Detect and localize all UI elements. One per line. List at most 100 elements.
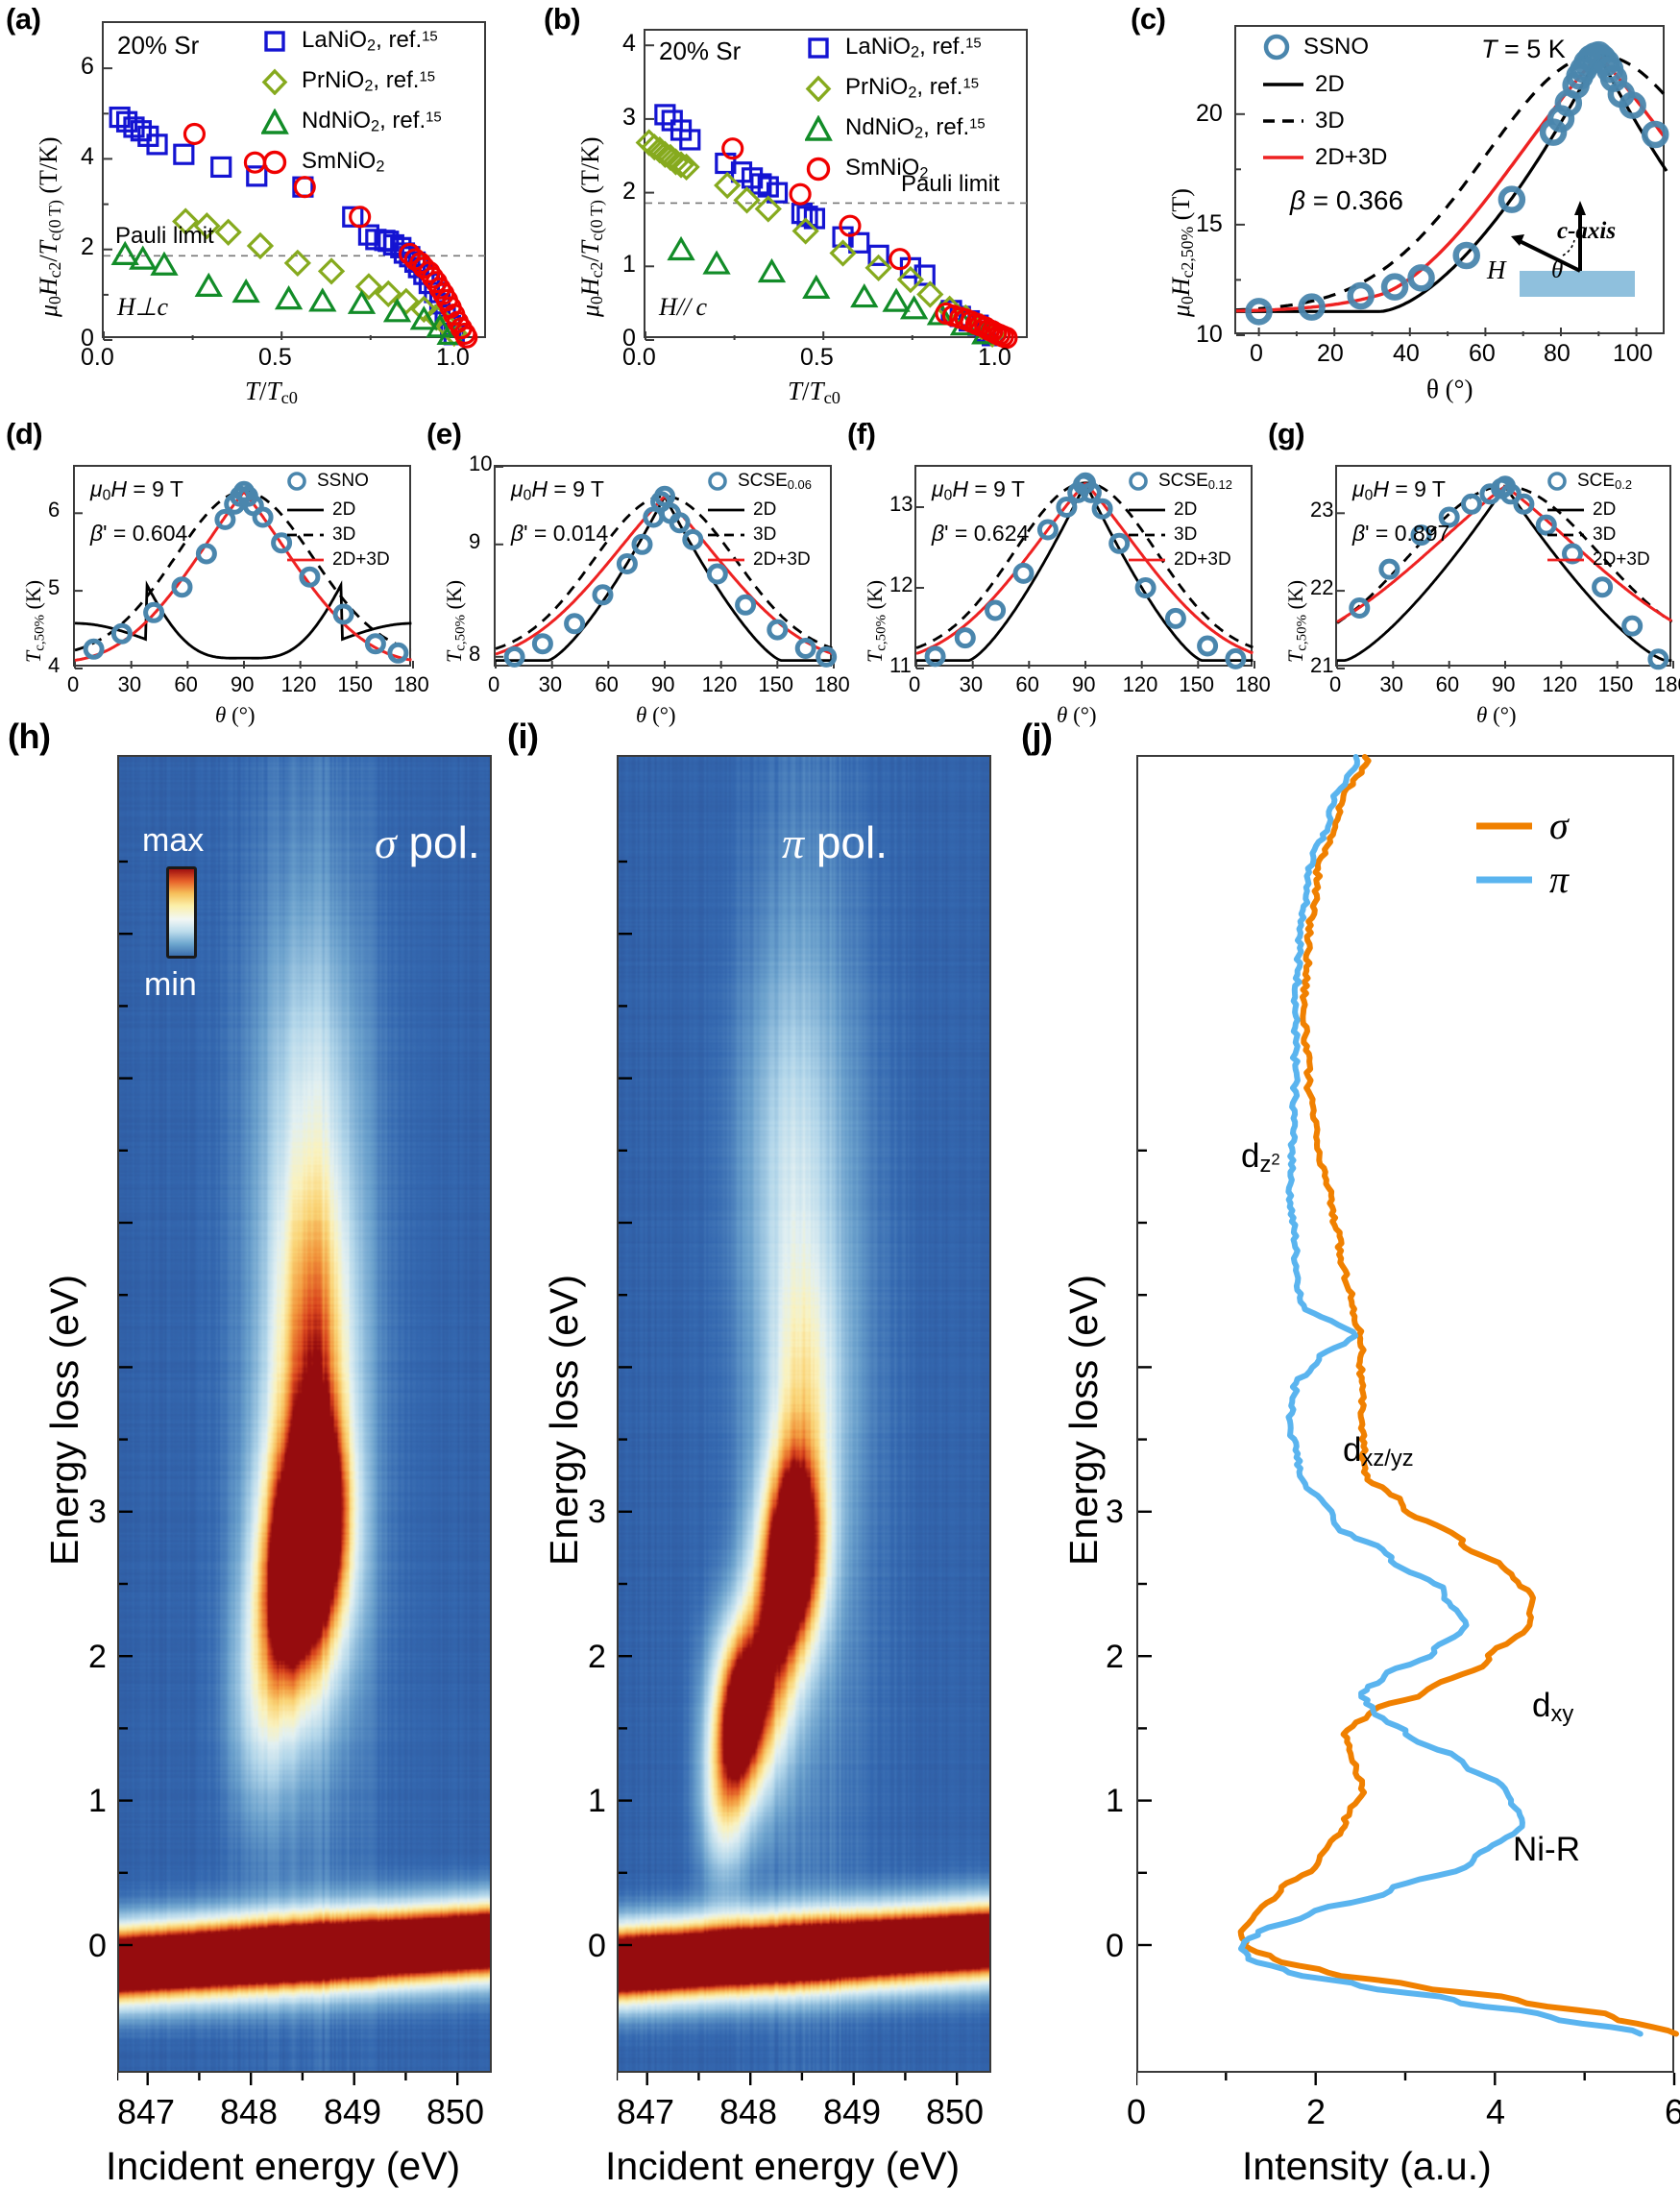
panel-a-legend-label-2: NdNiO2, ref.15 <box>302 108 442 135</box>
panel-f-ylabel: Tc,50% (K) <box>863 579 889 663</box>
panel-e-legend-2d3d: 2D+3D <box>753 549 811 570</box>
panel-j-ytick-2: 2 <box>1106 1639 1124 1675</box>
panel-e-ytick-0: 8 <box>469 641 481 666</box>
panel-g-xtick-2: 60 <box>1435 672 1460 696</box>
panel-f-ytick-1: 12 <box>889 572 913 596</box>
panel-e-legend-3d: 3D <box>753 524 777 545</box>
panel-c-legend-label-0: SSNO <box>1303 34 1370 60</box>
panel-i-ytick-3: 3 <box>588 1494 606 1530</box>
panel-j-xtick-4: 4 <box>1486 2092 1506 2131</box>
panel-e-xlabel: θ (°) <box>636 703 676 727</box>
panel-i-xtick-848: 848 <box>719 2092 778 2131</box>
panel-c-label: (c) <box>1131 2 1166 36</box>
panel-g-ytick-0: 21 <box>1310 653 1334 677</box>
panel-h-xtick-848: 848 <box>220 2092 279 2131</box>
panel-a-xtick-0: 0.0 <box>81 344 114 371</box>
panel-d-plot-frame <box>73 465 414 669</box>
panel-b-legend-label-2: NdNiO2, ref.15 <box>845 114 986 142</box>
panel-g-xtick-3: 90 <box>1492 672 1516 696</box>
legend-line-dashed-icon <box>287 533 324 537</box>
panel-i-xlabel: Incident energy (eV) <box>605 2144 961 2188</box>
panel-c-xtick-0: 0 <box>1250 340 1263 367</box>
panel-a: (a) μ0Hc2/Tc(0 T) (T/K) <box>0 0 519 408</box>
panel-c-ytick-20: 20 <box>1196 100 1223 127</box>
panel-a-label: (a) <box>6 2 41 36</box>
panel-b-doping: 20% Sr <box>659 36 742 65</box>
panel-a-pauli-label: Pauli limit <box>115 223 214 249</box>
panel-b-xtick-0: 0.0 <box>622 344 656 371</box>
panel-g-plot-frame <box>1335 465 1674 670</box>
legend-line-solid-red-icon <box>708 558 744 562</box>
panel-i-ytick-1: 1 <box>588 1783 606 1819</box>
panel-b-legend-label-3: SmNiO2 <box>845 155 929 182</box>
panel-c-ylabel: μ0Hc2,50% (T) <box>1167 188 1197 317</box>
panel-f-xtick-6: 180 <box>1235 672 1271 696</box>
panel-c-legend-label-1: 2D <box>1315 71 1345 97</box>
panel-e-xtick-1: 30 <box>538 672 563 696</box>
panel-c-beta-value: β = 0.366 <box>1290 185 1403 215</box>
panel-j-orbital-label-dz2: dz2 <box>1241 1137 1280 1179</box>
legend-line-dashed-icon <box>1547 533 1584 537</box>
panel-h-xtick-847: 847 <box>117 2092 176 2131</box>
panel-a-ytick-2: 2 <box>81 233 94 260</box>
panel-a-ytick-0: 0 <box>81 325 94 352</box>
panel-h-xtick-850: 850 <box>426 2092 485 2131</box>
legend-line-solid-icon <box>1129 508 1165 512</box>
panel-c-xtick-100: 100 <box>1613 340 1653 367</box>
legend-line-pi-icon <box>1476 876 1532 883</box>
panel-c-temperature: T = 5 K <box>1481 35 1566 63</box>
panel-j-xtick-6: 6 <box>1665 2092 1680 2131</box>
panel-i: (i) Energy loss (eV) <box>499 711 1018 2188</box>
panel-e-legend-sample: SCSE0.06 <box>738 471 812 492</box>
panel-d-legend-3d: 3D <box>332 524 356 545</box>
panel-f-legend-2d: 2D <box>1174 499 1198 520</box>
panel-f-xlabel: θ (°) <box>1057 703 1097 727</box>
panel-e: (e) Tc,50% (K) 8 9 10 0 30 60 90 120 150 180 θ (°) … <box>421 413 850 727</box>
panel-c-legend-label-3: 2D+3D <box>1315 144 1388 170</box>
panel-f-legend-2d3d: 2D+3D <box>1174 549 1231 570</box>
panel-i-heatmap-frame <box>617 755 991 2073</box>
panel-b-ytick-2: 2 <box>622 178 636 205</box>
panel-b-field-orientation: H// c <box>659 293 707 321</box>
panel-j-xtick-0: 0 <box>1127 2092 1147 2131</box>
panel-h-ylabel: Energy loss (eV) <box>42 1274 86 1566</box>
panel-c-inset-schematic <box>1511 201 1635 297</box>
panel-d-xtick-6: 180 <box>394 672 429 696</box>
panel-a-legend-label-3: SmNiO2 <box>302 148 385 176</box>
panel-a-xtick-1: 0.5 <box>258 344 292 371</box>
panel-d-xtick-2: 60 <box>174 672 198 696</box>
panel-j-xlabel: Intensity (a.u.) <box>1242 2144 1492 2188</box>
panel-g-label: (g) <box>1268 417 1305 450</box>
legend-marker-triangle-icon <box>805 114 833 141</box>
panel-b-xlabel: T/Tc0 <box>788 377 840 408</box>
panel-b: (b) μ0Hc2/Tc(0 T) (T/K) 20% Sr Pauli lim… <box>538 0 1061 408</box>
panel-j-xtick-marks <box>1136 2073 1676 2085</box>
panel-e-ytick-1: 9 <box>469 528 481 553</box>
panel-b-ylabel: μ0Hc2/Tc(0 T) (T/K) <box>576 136 606 317</box>
panel-e-xtick-6: 180 <box>815 672 850 696</box>
panel-i-label: (i) <box>507 717 539 756</box>
panel-d-xtick-5: 150 <box>337 672 374 696</box>
panel-h-colorbar-min-label: min <box>144 966 197 1003</box>
panel-j-ytick-3: 3 <box>1106 1494 1124 1530</box>
panel-c-inset-caxis-label: c-axis <box>1557 218 1617 244</box>
panel-g-field-label: μ0H = 9 T <box>1352 476 1446 504</box>
panel-c-ytick-10: 10 <box>1196 321 1223 348</box>
panel-h-xlabel: Incident energy (eV) <box>106 2144 461 2188</box>
panel-b-ytick-0: 0 <box>622 325 636 352</box>
panel-h-colorbar <box>166 866 197 959</box>
legend-marker-circle-icon <box>262 150 287 174</box>
legend-marker-circle-icon <box>708 472 727 491</box>
panel-a-ytick-6: 6 <box>81 53 94 80</box>
panel-h-ytick-0: 0 <box>88 1928 107 1964</box>
panel-e-beta-value: β' = 0.014 <box>511 521 609 546</box>
legend-line-solid-red-icon <box>1547 558 1584 562</box>
panel-h-colorbar-max-label: max <box>142 822 205 859</box>
legend-marker-triangle-icon <box>261 108 289 134</box>
panel-f-xtick-2: 60 <box>1015 672 1039 696</box>
legend-marker-circle-icon <box>1547 472 1567 491</box>
panel-h-label: (h) <box>8 717 51 756</box>
panel-g-ylabel: Tc,50% (K) <box>1283 579 1310 663</box>
legend-marker-circle-icon <box>806 157 831 181</box>
panel-g-legend-2d3d: 2D+3D <box>1593 549 1650 570</box>
